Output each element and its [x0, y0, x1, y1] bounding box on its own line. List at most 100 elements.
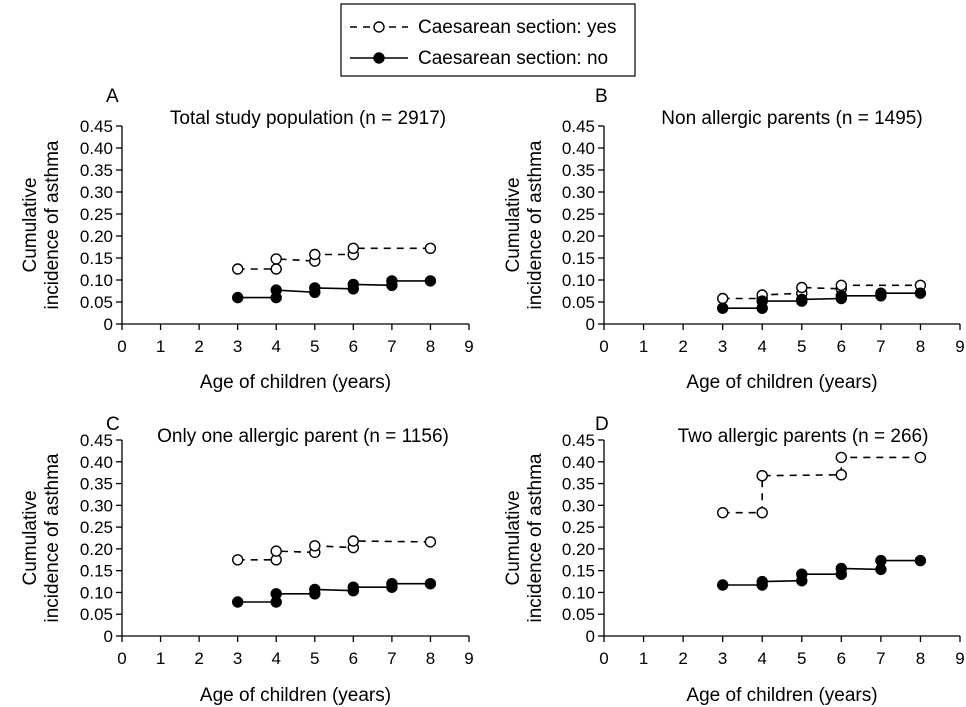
- x-tick-label: 5: [310, 337, 319, 356]
- legend-yes-marker: [373, 21, 385, 33]
- series-yes-point: [231, 263, 244, 275]
- legend: Caesarean section: yes Caesarean section…: [340, 3, 636, 77]
- y-tick-label: 0.45: [562, 117, 595, 136]
- y-tick-label: 0.05: [80, 605, 113, 624]
- series-yes-point: [756, 507, 768, 519]
- y-tick-label: 0.05: [80, 293, 113, 312]
- series-no-line: [722, 292, 921, 310]
- x-tick-label: 8: [916, 649, 925, 668]
- series-no-line: [722, 559, 921, 586]
- x-tick-label: 6: [349, 337, 358, 356]
- series-no-point: [875, 554, 887, 567]
- series-no-point: [796, 293, 808, 306]
- x-tick-label: 6: [837, 337, 846, 356]
- series-no-point: [270, 588, 282, 600]
- series-no-point: [717, 302, 729, 314]
- y-tick-label: 0.30: [562, 183, 595, 202]
- x-axis-label: Age of children (years): [200, 372, 391, 393]
- series-yes-point: [270, 263, 282, 275]
- x-axis-label: Age of children (years): [686, 372, 877, 393]
- series-yes-point: [835, 279, 847, 291]
- y-axis-label: Cumulativeincidence of asthma: [20, 140, 63, 309]
- panels: A Total study population (n = 2917) 0 0.05 0…: [20, 86, 965, 706]
- x-tick-label: 8: [426, 337, 435, 356]
- y-tick-label: 0.15: [80, 249, 113, 268]
- x-tick-label: 7: [387, 337, 396, 356]
- y-tick-label: 0.05: [562, 293, 595, 312]
- y-axis-label: Cumulativeincidence of asthma: [503, 453, 546, 622]
- series-yes-point: [796, 281, 808, 294]
- y-tick-label: 0.20: [562, 227, 595, 246]
- x-tick-label: 5: [797, 337, 806, 356]
- y-tick-label: 0.40: [80, 139, 113, 158]
- series-no-point: [386, 578, 398, 590]
- y-tick-label: 0.25: [562, 518, 595, 537]
- x-tick-label: 4: [757, 649, 766, 668]
- series-no-point: [914, 287, 927, 299]
- y-tick-label: 0.20: [562, 540, 595, 559]
- y-tick-label: 0.40: [80, 453, 113, 472]
- y-tick-label: 0: [104, 627, 113, 646]
- panel-letter: C: [106, 414, 120, 435]
- y-tick-label: 0.25: [562, 205, 595, 224]
- panel-b: B Non allergic parents (n = 1495) 0 0.05 0.1…: [503, 86, 965, 393]
- series-no-point: [309, 583, 321, 596]
- series-no-point: [347, 581, 359, 593]
- panel-letter: D: [595, 414, 609, 435]
- x-tick-label: 9: [955, 649, 964, 668]
- series-no-point: [756, 575, 768, 588]
- y-tick-label: 0.30: [80, 183, 113, 202]
- y-tick-label: 0: [586, 315, 595, 334]
- series-yes-point: [717, 507, 729, 519]
- x-tick-label: 6: [837, 649, 846, 668]
- series-yes-line: [237, 247, 431, 270]
- series-yes-point: [347, 535, 359, 547]
- y-tick-label: 0.35: [562, 161, 595, 180]
- legend-no-label: Caesarean section: no: [418, 48, 608, 69]
- x-tick-label: 3: [233, 337, 242, 356]
- series-yes-point: [347, 242, 359, 255]
- series-yes-point: [756, 470, 768, 482]
- y-tick-label: 0.30: [562, 496, 595, 515]
- series-yes-point: [914, 451, 927, 464]
- x-tick-label: 1: [639, 649, 648, 668]
- x-tick-label: 7: [876, 337, 885, 356]
- series-no-point: [835, 290, 847, 302]
- series-yes-point: [835, 469, 847, 481]
- y-tick-label: 0.35: [562, 475, 595, 494]
- panel-letter: B: [595, 86, 608, 107]
- series-no-point: [347, 278, 359, 291]
- series-no-point: [424, 275, 437, 287]
- x-tick-label: 8: [426, 649, 435, 668]
- legend-yes-label: Caesarean section: yes: [418, 17, 617, 38]
- series-yes-point: [717, 292, 729, 305]
- y-tick-label: 0.15: [80, 562, 113, 581]
- x-tick-label: 1: [156, 337, 165, 356]
- series-yes-point: [835, 451, 847, 464]
- x-tick-label: 1: [639, 337, 648, 356]
- series-yes-point: [309, 248, 321, 261]
- series-no-line: [237, 280, 431, 299]
- y-tick-label: 0.45: [562, 431, 595, 450]
- x-tick-label: 9: [464, 337, 473, 356]
- series-yes-line: [722, 456, 921, 514]
- x-axis-label: Age of children (years): [686, 685, 877, 706]
- y-tick-label: 0.15: [562, 562, 595, 581]
- series-no-point: [717, 579, 729, 591]
- x-tick-label: 2: [678, 337, 687, 356]
- x-axis-label: Age of children (years): [200, 685, 391, 706]
- panel-title: Two allergic parents (n = 266): [678, 426, 929, 447]
- series-no-point: [914, 554, 927, 567]
- x-tick-label: 3: [233, 649, 242, 668]
- x-tick-label: 5: [797, 649, 806, 668]
- series-no-line: [237, 582, 431, 603]
- x-tick-label: 4: [271, 649, 280, 668]
- series-no-point: [231, 291, 244, 304]
- panel-c: C Only one allergic parent (n = 1156) 0 0.0…: [20, 414, 474, 706]
- legend-no-marker: [373, 52, 385, 64]
- series-no-point: [270, 284, 282, 296]
- panel-title: Only one allergic parent (n = 1156): [157, 426, 449, 447]
- x-tick-label: 0: [117, 337, 126, 356]
- x-tick-label: 3: [718, 649, 727, 668]
